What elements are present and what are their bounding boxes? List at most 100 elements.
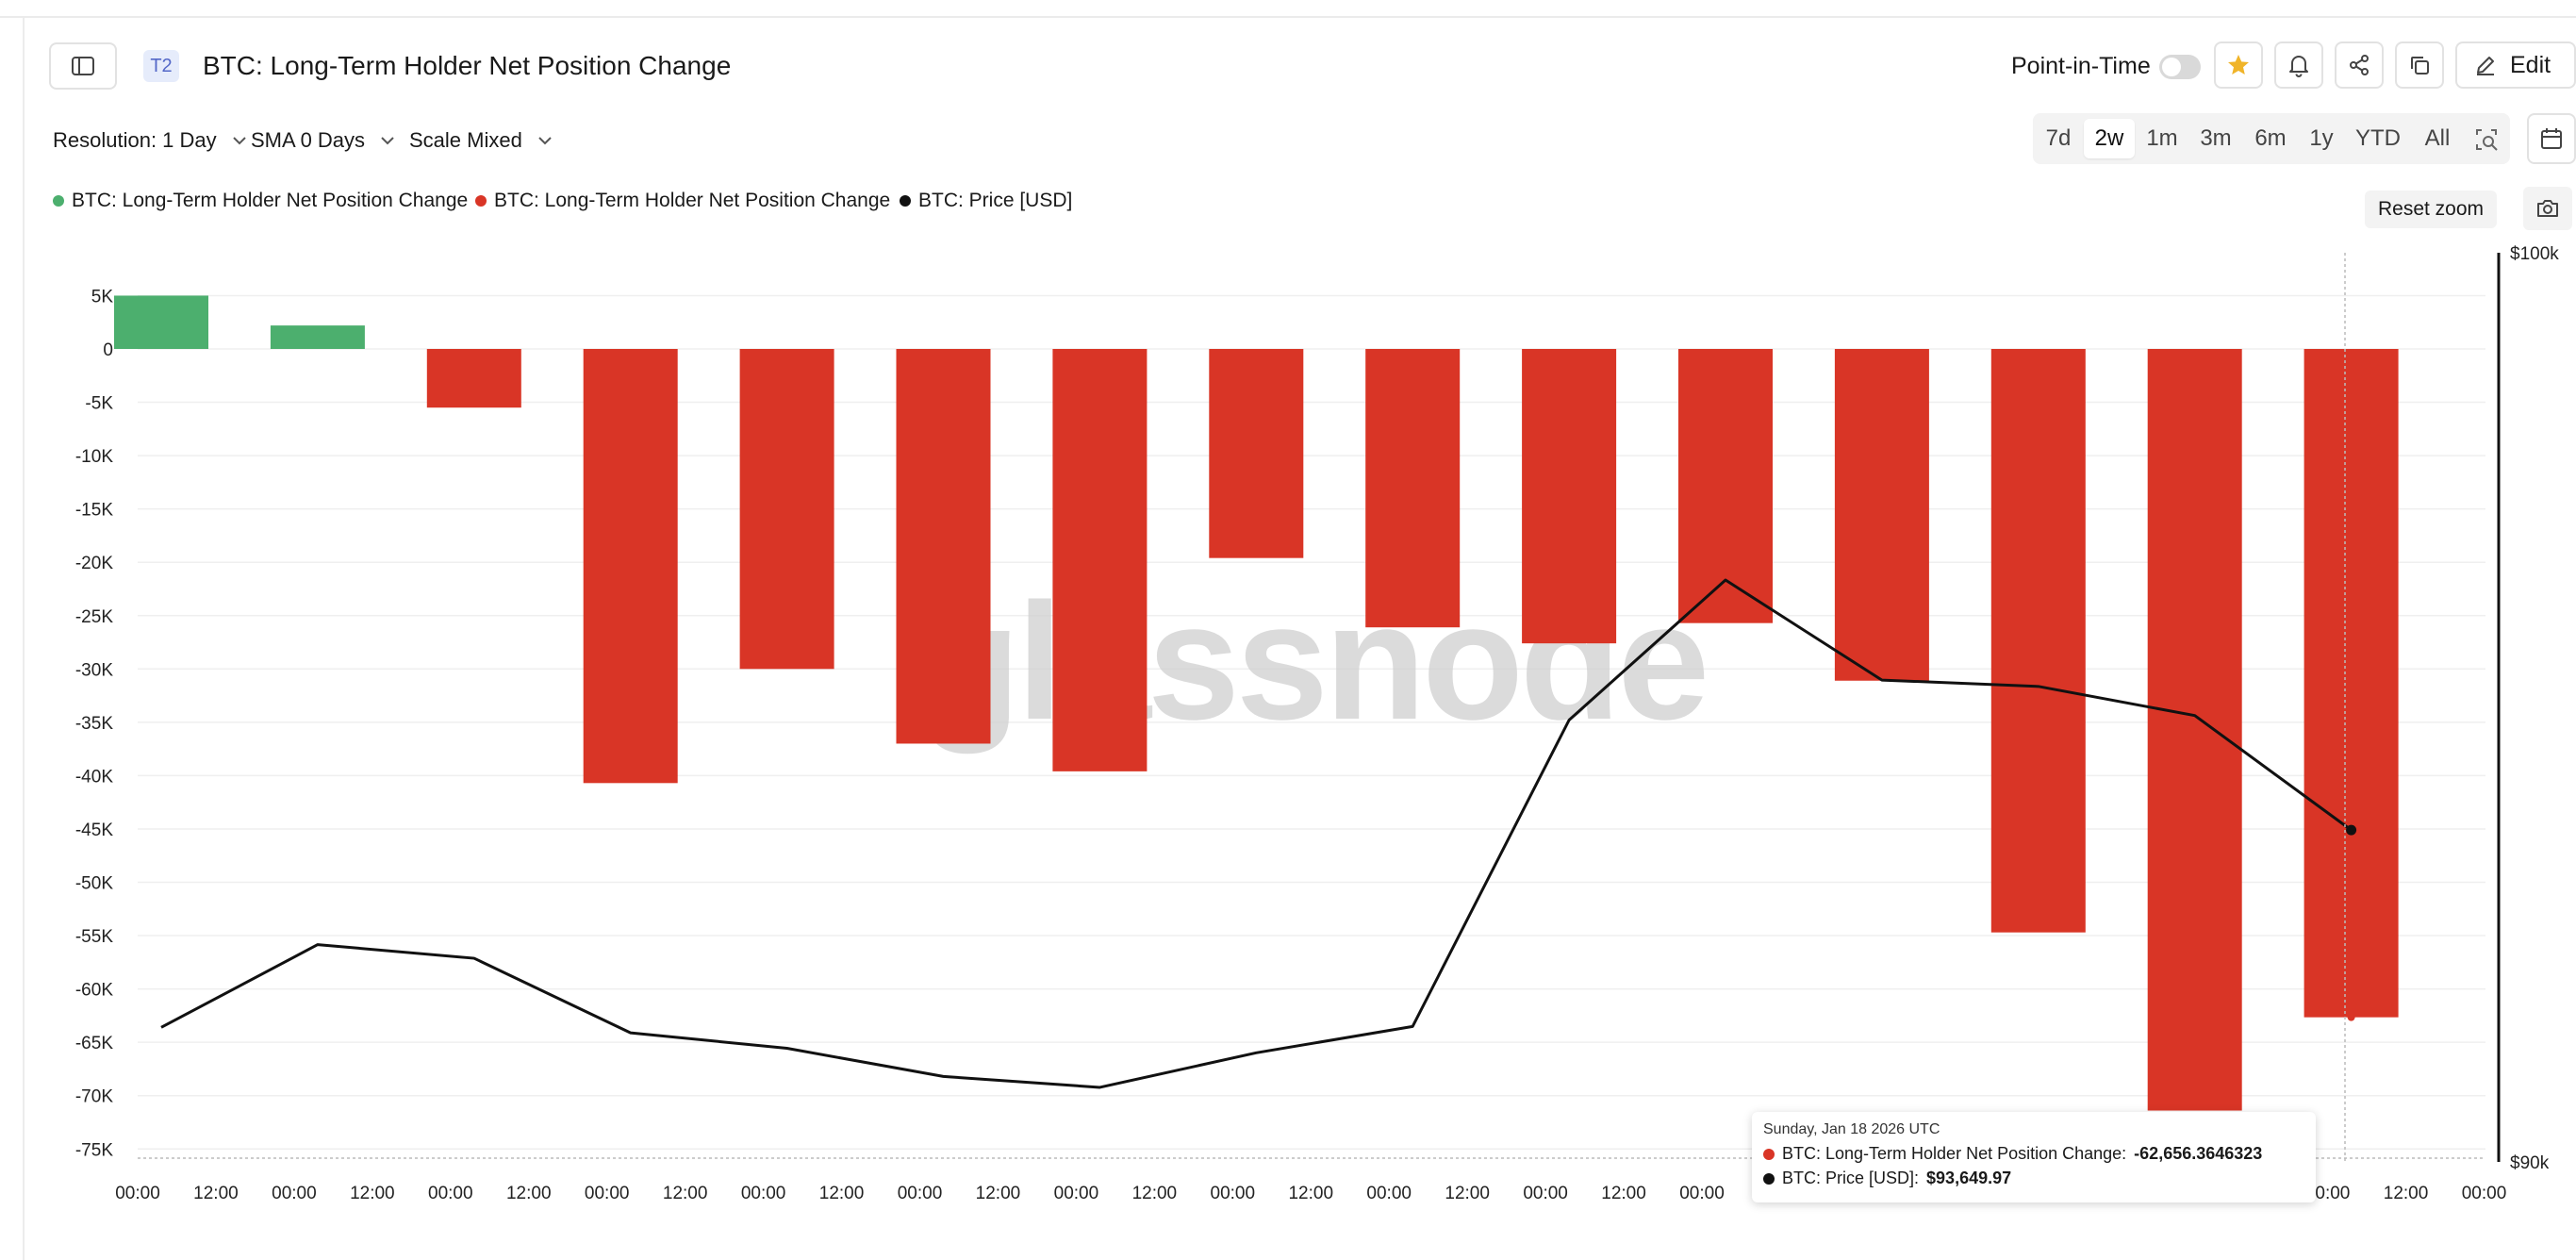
x-tick-label: 00:00 — [1054, 1184, 1099, 1203]
bar[interactable] — [896, 349, 991, 744]
y-tick-label: -55K — [75, 927, 113, 947]
sma-dropdown[interactable]: SMA 0 Days — [251, 124, 395, 157]
legend-label: BTC: Price [USD] — [918, 190, 1073, 211]
price-point[interactable] — [2346, 824, 2357, 836]
x-tick-label: 00:00 — [428, 1184, 473, 1203]
bar[interactable] — [1052, 349, 1148, 771]
calendar-icon — [2541, 128, 2562, 149]
range-6m-button[interactable]: 6m — [2254, 125, 2287, 151]
legend-item-price[interactable]: BTC: Price [USD] — [900, 185, 1072, 217]
price-line — [160, 578, 2353, 1089]
edit-button[interactable]: Edit — [2455, 41, 2576, 89]
bar[interactable] — [114, 295, 208, 349]
y-tick-label: 5K — [91, 287, 114, 307]
bell-icon — [2289, 56, 2308, 77]
bar[interactable] — [1365, 349, 1461, 628]
zoom-select-button[interactable] — [2465, 119, 2508, 158]
x-tick-label: 00:00 — [585, 1184, 630, 1203]
bar[interactable] — [2304, 349, 2399, 1018]
pencil-icon — [2477, 57, 2494, 75]
range-all-button[interactable]: All — [2424, 125, 2451, 151]
bar[interactable] — [1834, 349, 1929, 681]
y-tick-label: -5K — [85, 394, 113, 414]
sidebar-icon — [72, 57, 94, 75]
resolution-label: Resolution: 1 Day — [53, 128, 217, 152]
top-divider — [0, 16, 2576, 18]
bar[interactable] — [583, 349, 678, 784]
range-7d-button[interactable]: 7d — [2045, 125, 2072, 151]
screenshot-button[interactable] — [2523, 187, 2572, 230]
y-tick-label: -65K — [75, 1034, 113, 1053]
chevron-down-icon — [538, 137, 552, 145]
range-1m-button[interactable]: 1m — [2146, 125, 2178, 151]
legend-item-positive[interactable]: BTC: Long-Term Holder Net Position Chang… — [53, 185, 468, 217]
share-button[interactable] — [2335, 41, 2384, 89]
legend-label: BTC: Long-Term Holder Net Position Chang… — [494, 190, 891, 211]
edit-label: Edit — [2510, 51, 2551, 78]
y-tick-label: -30K — [75, 660, 113, 680]
star-icon — [2228, 55, 2249, 75]
tooltip-label: BTC: Price [USD]: — [1782, 1169, 1920, 1187]
x-tick-label: 12:00 — [976, 1184, 1021, 1203]
bar[interactable] — [270, 325, 365, 349]
range-ytd-button[interactable]: YTD — [2355, 125, 2401, 151]
x-tick-label: 00:00 — [741, 1184, 786, 1203]
bar[interactable] — [1522, 349, 1617, 644]
y-tick-label: -20K — [75, 554, 113, 573]
bar[interactable] — [739, 349, 834, 670]
x-tick-label: 00:00 — [2305, 1184, 2351, 1203]
reset-zoom-button[interactable]: Reset zoom — [2365, 191, 2497, 228]
calendar-button[interactable] — [2527, 113, 2576, 164]
y-tick-label: -45K — [75, 821, 113, 840]
x-tick-label: 12:00 — [663, 1184, 708, 1203]
duplicate-button[interactable] — [2395, 41, 2444, 89]
range-1y-button[interactable]: 1y — [2309, 125, 2334, 151]
y-tick-label: 0 — [103, 340, 113, 360]
scale-dropdown[interactable]: Scale Mixed — [409, 124, 553, 157]
sidebar-toggle-button[interactable] — [49, 42, 117, 90]
tooltip-date: Sunday, Jan 18 2026 UTC — [1763, 1121, 1940, 1137]
x-tick-label: 12:00 — [506, 1184, 552, 1203]
range-2w-button[interactable]: 2w — [2084, 119, 2135, 158]
bar[interactable] — [1209, 349, 1304, 558]
right-y-tick-label: $90k — [2510, 1153, 2550, 1173]
legend-dot-green — [53, 195, 64, 207]
toggle-knob — [2162, 58, 2181, 76]
y-tick-label: -40K — [75, 767, 113, 787]
x-tick-label: 00:00 — [115, 1184, 160, 1203]
bar[interactable] — [2147, 349, 2242, 1111]
tooltip-dot-black — [1763, 1172, 1775, 1185]
price-series — [160, 578, 2357, 1089]
x-tick-label: 12:00 — [819, 1184, 865, 1203]
x-tick-label: 00:00 — [1679, 1184, 1725, 1203]
chevron-down-icon — [381, 137, 394, 145]
favorite-button[interactable] — [2214, 41, 2263, 89]
x-tick-label: 00:00 — [1366, 1184, 1412, 1203]
legend-item-negative[interactable]: BTC: Long-Term Holder Net Position Chang… — [475, 185, 890, 217]
range-3m-button[interactable]: 3m — [2200, 125, 2232, 151]
camera-icon — [2537, 200, 2558, 217]
alert-button[interactable] — [2274, 41, 2323, 89]
y-tick-label: -15K — [75, 501, 113, 521]
bar-point[interactable] — [2347, 1013, 2355, 1021]
x-tick-label: 00:00 — [2462, 1184, 2507, 1203]
tooltip-row-price: BTC: Price [USD]: $93,649.97 — [1763, 1169, 2011, 1188]
point-in-time-toggle[interactable] — [2159, 55, 2201, 79]
bar[interactable] — [1678, 349, 1773, 623]
x-tick-label: 12:00 — [1132, 1184, 1178, 1203]
bar-series — [114, 295, 2399, 1111]
chart-tooltip: Sunday, Jan 18 2026 UTC BTC: Long-Term H… — [1752, 1112, 2316, 1202]
copy-icon — [2411, 57, 2429, 75]
chevron-down-icon — [232, 137, 246, 145]
x-tick-label: 12:00 — [193, 1184, 239, 1203]
x-tick-label: 12:00 — [1288, 1184, 1333, 1203]
right-y-tick-label: $100k — [2510, 244, 2559, 264]
bar[interactable] — [1990, 349, 2086, 933]
x-tick-label: 12:00 — [350, 1184, 395, 1203]
y-axis-right: $100k $90k — [2510, 244, 2559, 1173]
resolution-dropdown[interactable]: Resolution: 1 Day — [53, 124, 247, 157]
chart-grid — [138, 294, 2485, 1150]
tooltip-value: $93,649.97 — [1926, 1169, 2012, 1187]
bar[interactable] — [426, 349, 521, 408]
